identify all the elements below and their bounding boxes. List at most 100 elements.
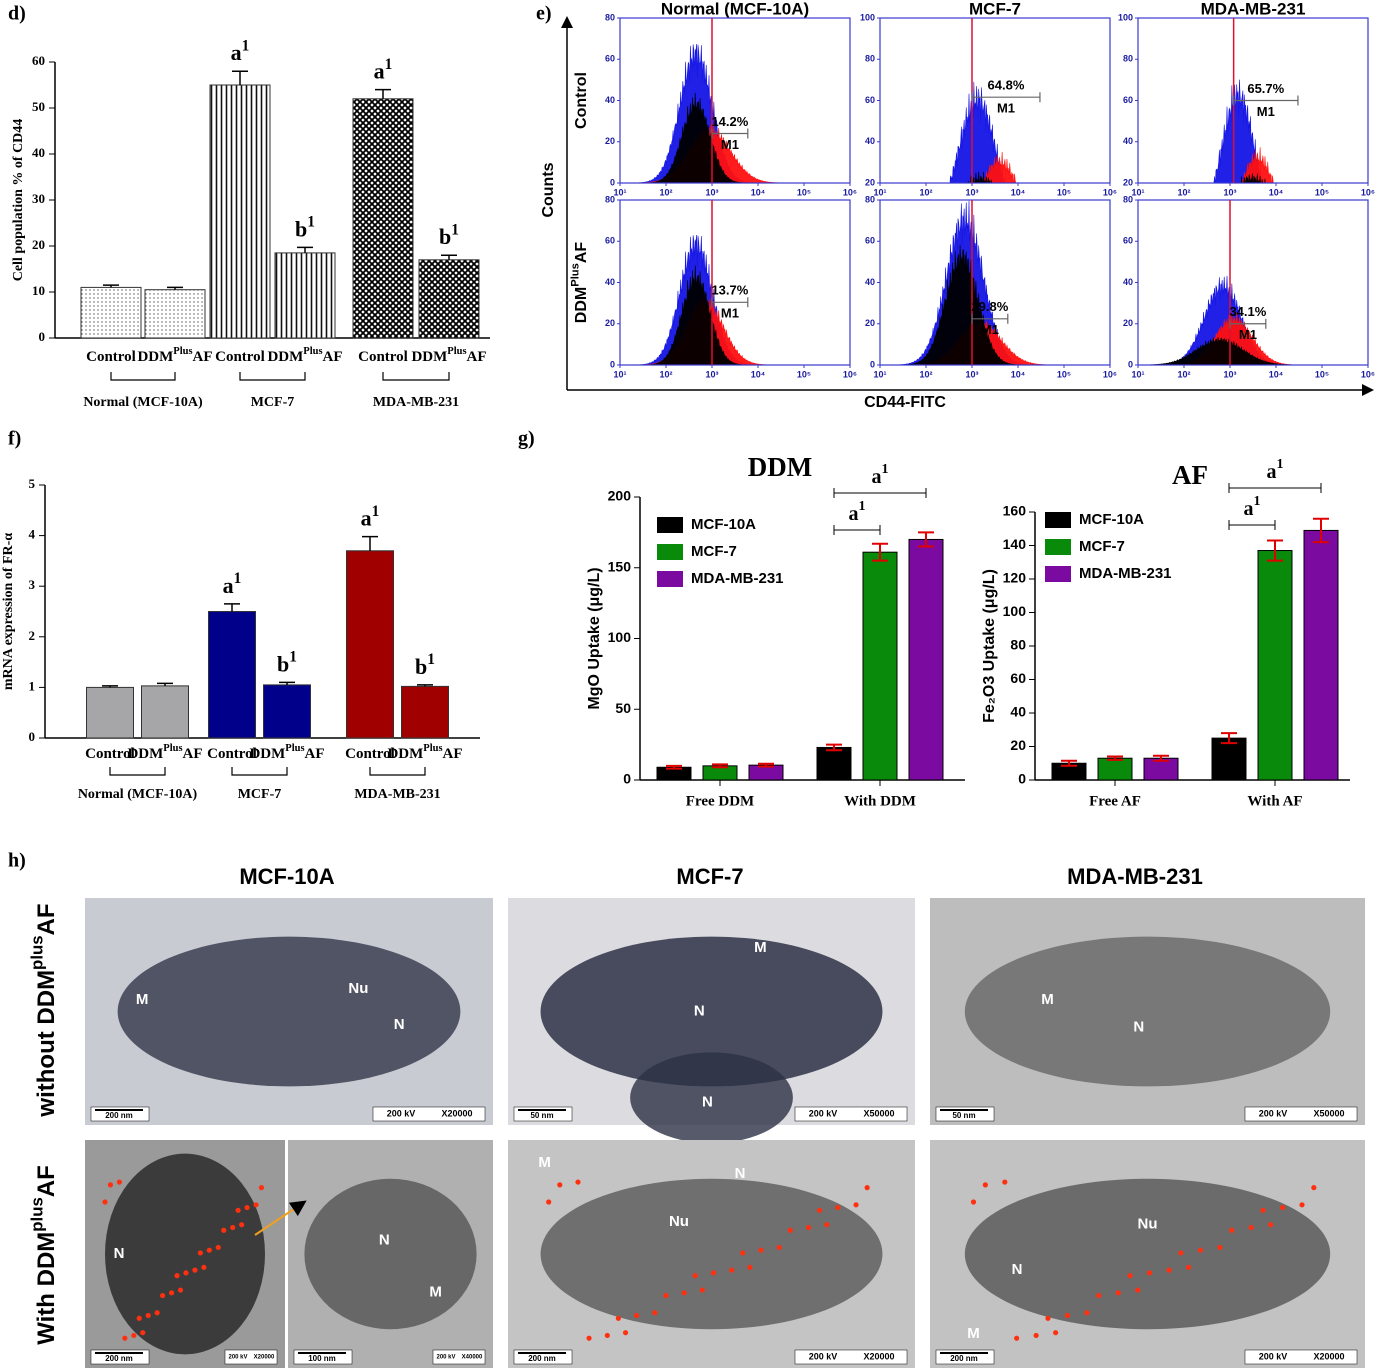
y-tick-label: 0 bbox=[39, 329, 46, 344]
structure-label: M bbox=[429, 1284, 442, 1301]
structure-label: N bbox=[702, 1093, 713, 1110]
magnification-label: X20000 bbox=[441, 1108, 472, 1118]
particle bbox=[1096, 1292, 1102, 1299]
particle bbox=[575, 1179, 581, 1185]
x-tick-label: 10² bbox=[919, 369, 932, 379]
y-tick-label: 140 bbox=[1003, 536, 1027, 552]
bar bbox=[352, 98, 414, 339]
column-title: MCF-7 bbox=[676, 864, 743, 889]
rich-label: b1 bbox=[415, 651, 435, 679]
group-label: Normal (MCF-10A) bbox=[83, 395, 203, 410]
legend-swatch bbox=[657, 517, 683, 533]
label-sup: 1 bbox=[1254, 494, 1261, 509]
particle bbox=[102, 1199, 108, 1205]
particle bbox=[131, 1332, 137, 1339]
rich-label: a1 bbox=[872, 462, 889, 487]
label-sup: 1 bbox=[242, 37, 250, 54]
group-bracket bbox=[231, 767, 288, 776]
magnification-label: X50000 bbox=[1313, 1108, 1344, 1118]
y-tick-label: 100 bbox=[608, 629, 632, 645]
info-box bbox=[1244, 1349, 1358, 1365]
error-bar bbox=[279, 681, 295, 685]
y-tick-label: 80 bbox=[605, 12, 615, 22]
rich-label: b1 bbox=[277, 648, 297, 676]
histogram bbox=[880, 244, 1110, 365]
y-tick-label: 20 bbox=[1123, 318, 1133, 328]
rich-label: Control bbox=[358, 349, 408, 365]
x-tick-label: 10³ bbox=[705, 369, 718, 379]
y-tick-label: 2 bbox=[29, 628, 36, 643]
y-tick-label: 0 bbox=[610, 359, 615, 369]
particle bbox=[140, 1330, 146, 1336]
voltage-label: 200 kV bbox=[387, 1108, 416, 1118]
y-tick-label: 20 bbox=[1123, 177, 1133, 187]
x-tick-label: 10⁴ bbox=[751, 187, 765, 197]
scale-label: 200 nm bbox=[105, 1354, 133, 1363]
y-tick-label: 0 bbox=[29, 729, 36, 744]
cell-body bbox=[540, 1178, 883, 1330]
particle bbox=[1248, 1224, 1254, 1231]
gate-percent: 29.8% bbox=[971, 299, 1008, 314]
label-tail: AF bbox=[33, 1165, 60, 1197]
particle bbox=[816, 1207, 823, 1213]
legend-swatch bbox=[657, 544, 683, 560]
particle bbox=[1146, 1270, 1153, 1276]
label-tail: AF bbox=[573, 242, 590, 264]
label-text: a bbox=[231, 40, 242, 65]
label-text: With DDM bbox=[33, 1232, 60, 1345]
group-bracket bbox=[110, 372, 176, 381]
significance-bracket bbox=[833, 525, 881, 535]
particle bbox=[634, 1312, 640, 1319]
label-text: DDM bbox=[249, 746, 285, 762]
gate-label: M1 bbox=[997, 101, 1015, 116]
particle bbox=[136, 1315, 142, 1321]
error-bar bbox=[441, 254, 457, 260]
legend-label: MDA-MB-231 bbox=[1079, 565, 1172, 582]
particle bbox=[692, 1273, 698, 1279]
error-bar bbox=[1061, 759, 1077, 767]
panel-label: g) bbox=[518, 428, 535, 450]
particle bbox=[116, 1179, 122, 1185]
particle bbox=[183, 1270, 189, 1276]
histogram bbox=[1241, 147, 1274, 183]
bar bbox=[816, 746, 852, 781]
structure-label: M bbox=[136, 991, 149, 1008]
x-tick-label: 10⁴ bbox=[751, 369, 765, 379]
rich-label: DDMPlusAF bbox=[387, 743, 462, 762]
group-bracket bbox=[239, 372, 306, 381]
x-tick-label: 10³ bbox=[705, 187, 718, 197]
histogram bbox=[620, 92, 850, 183]
x-tick-label: 10² bbox=[919, 187, 932, 197]
legend-label: MCF-7 bbox=[1079, 538, 1125, 555]
bar bbox=[86, 686, 134, 739]
histogram bbox=[981, 151, 1019, 183]
rich-label: a1 bbox=[223, 570, 242, 598]
particle bbox=[230, 1224, 236, 1231]
column-title: MCF-7 bbox=[969, 0, 1021, 18]
particle bbox=[740, 1250, 746, 1256]
label-text: without DDM bbox=[33, 970, 60, 1118]
rich-label: Control bbox=[86, 349, 136, 365]
bar bbox=[1303, 529, 1339, 781]
error-bar bbox=[1267, 539, 1283, 562]
particle bbox=[122, 1335, 128, 1341]
y-tick-label: 50 bbox=[615, 700, 631, 716]
y-tick-label: 80 bbox=[1010, 637, 1026, 653]
label-sup: 1 bbox=[307, 213, 315, 230]
particle bbox=[1217, 1244, 1223, 1251]
rich-label: b1 bbox=[439, 221, 459, 249]
y-tick-label: 60 bbox=[605, 54, 615, 64]
gate bbox=[971, 92, 1041, 103]
y-tick-label: 40 bbox=[1123, 136, 1133, 146]
particle bbox=[221, 1227, 227, 1233]
chart-title: DDM bbox=[748, 452, 812, 482]
histogram bbox=[880, 200, 1110, 365]
x-tick-label: 10⁵ bbox=[1315, 369, 1329, 379]
y-tick-label: 40 bbox=[605, 277, 615, 287]
x-axis-label: CD44-FITC bbox=[864, 394, 946, 411]
y-tick-label: 100 bbox=[860, 12, 875, 22]
label-sup: Plus bbox=[163, 743, 182, 754]
label-sup: Plus bbox=[423, 743, 442, 754]
voltage-label: 200 kV bbox=[436, 1355, 455, 1361]
